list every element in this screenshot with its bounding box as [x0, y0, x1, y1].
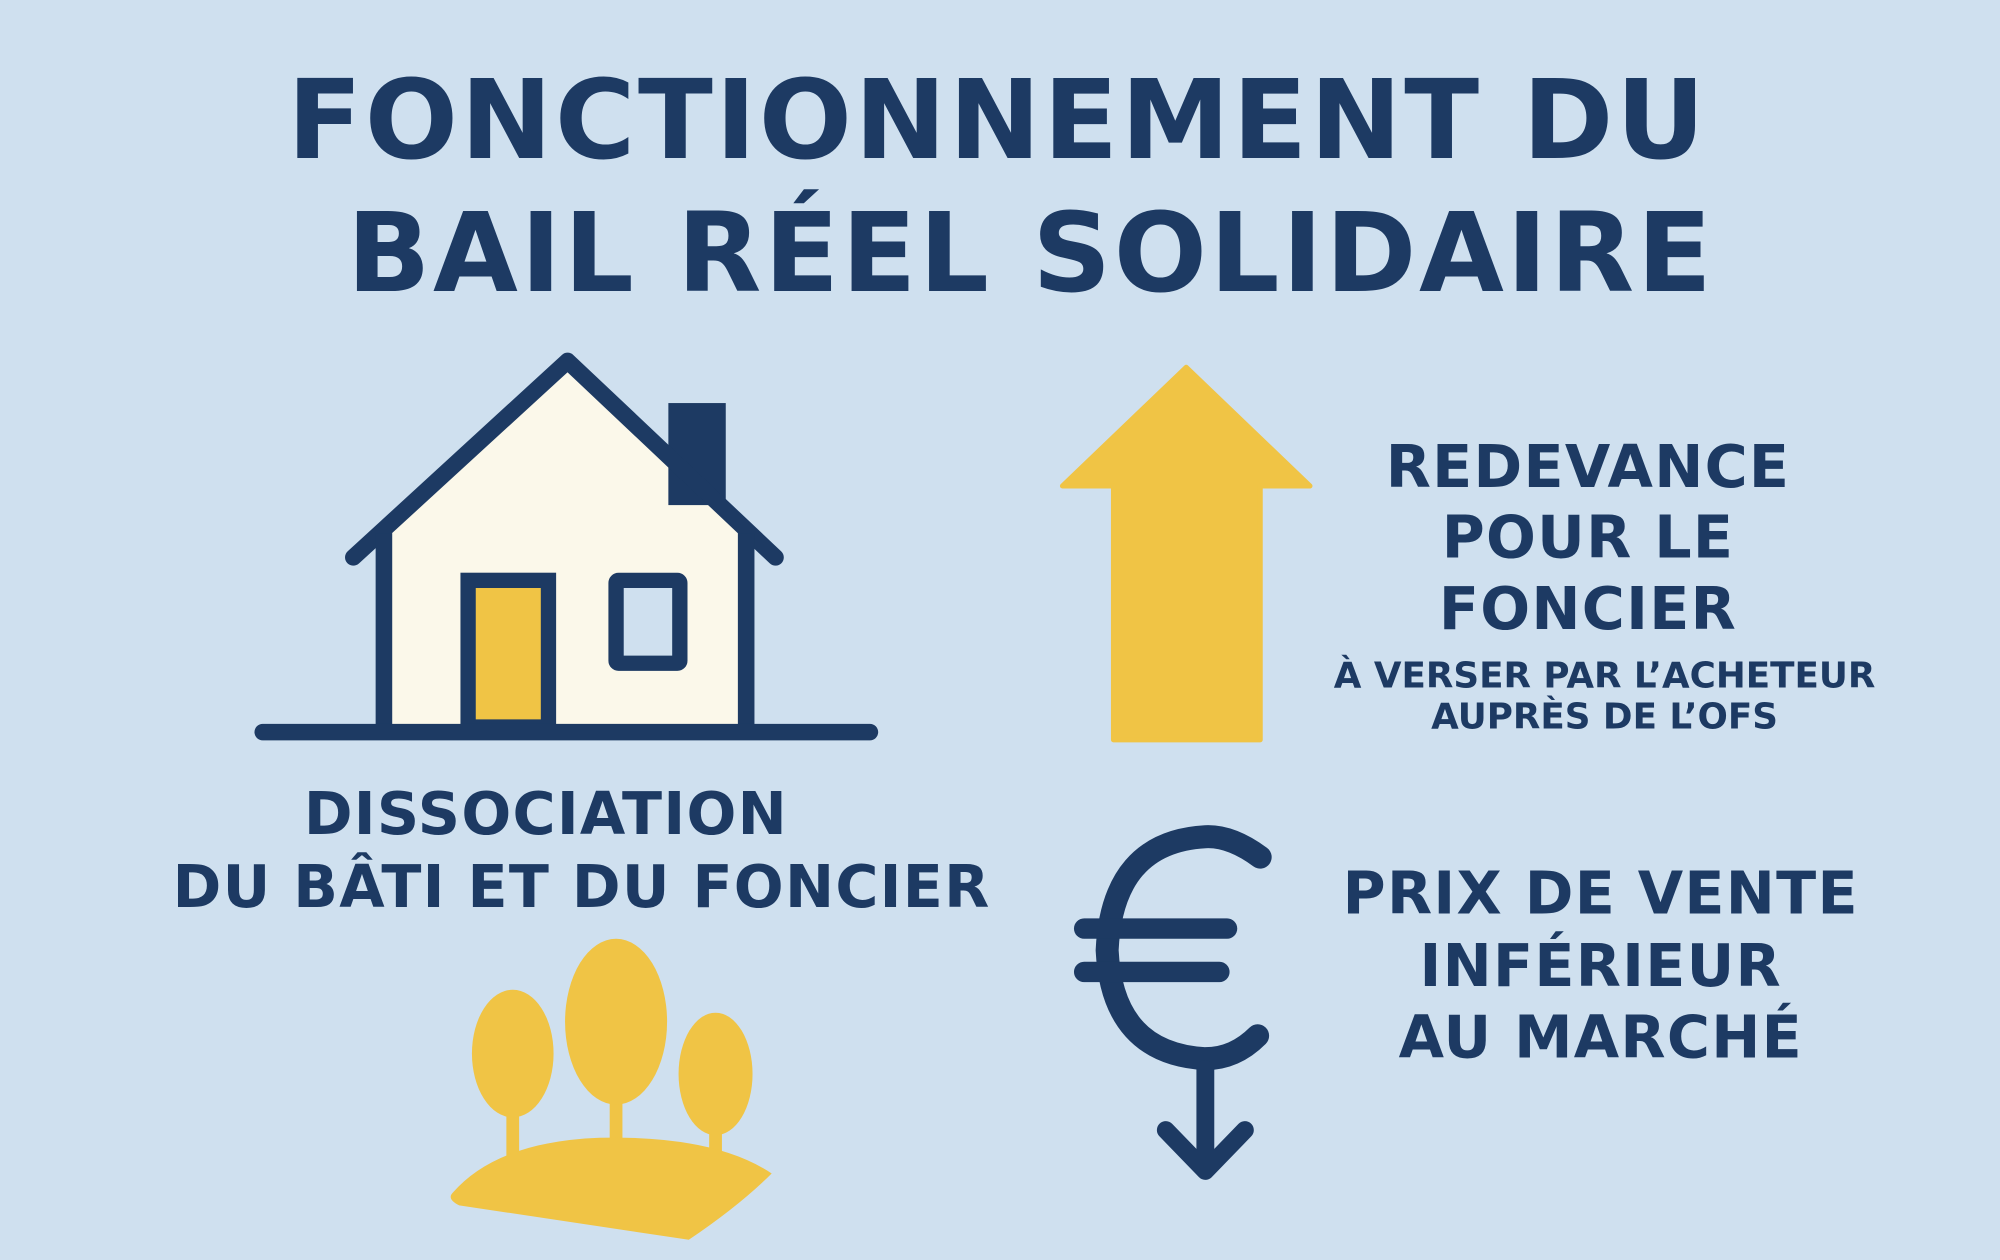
- redevance-sub-1: À VERSER PAR L’ACHETEUR: [1333, 654, 1876, 697]
- redevance-line-1: REDEVANCE: [1385, 432, 1791, 502]
- redevance-sub-2: AUPRÈS DE L’OFS: [1431, 695, 1778, 738]
- house-icon: [254, 352, 879, 741]
- title-line-2: BAIL RÉEL SOLIDAIRE: [346, 190, 1715, 318]
- redevance-line-3: FONCIER: [1438, 573, 1738, 643]
- dissociation-line-2: DU BÂTI ET DU FONCIER: [172, 852, 991, 921]
- trees-icon: [450, 938, 772, 1240]
- prix-line-3: AU MARCHÉ: [1398, 1002, 1803, 1072]
- up-arrow-icon: [1059, 364, 1313, 743]
- euro-down-icon: [1073, 825, 1272, 1180]
- title-line-1: FONCTIONNEMENT DU: [287, 57, 1708, 185]
- dissociation-line-1: DISSOCIATION: [303, 779, 789, 849]
- redevance-line-2: POUR LE: [1441, 502, 1735, 572]
- prix-line-1: PRIX DE VENTE: [1342, 858, 1859, 928]
- prix-line-2: INFÉRIEUR: [1419, 931, 1783, 1000]
